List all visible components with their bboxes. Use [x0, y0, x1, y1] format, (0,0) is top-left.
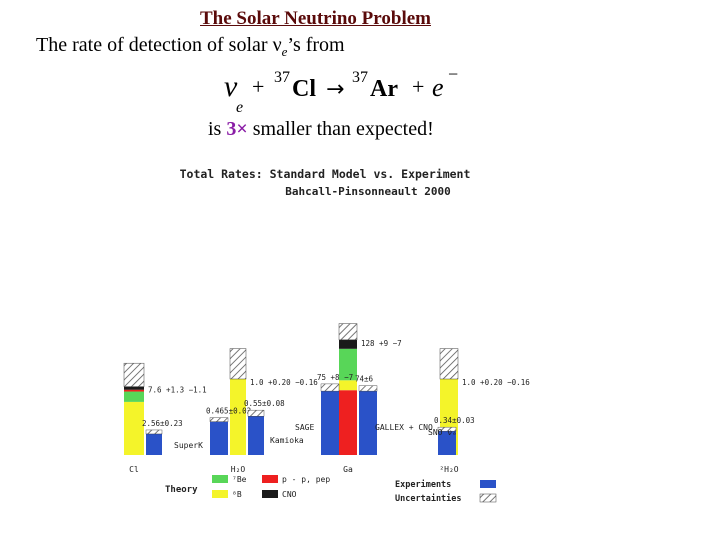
experiment-bar-1-uncertainty: [145, 429, 163, 435]
experiment-bar-5-value-label: 74±6: [355, 375, 374, 384]
experiment-bar-6-uncertainty: [437, 426, 457, 432]
experiment-bar-5-uncertainty: [358, 385, 378, 392]
legend-swatch-4: [262, 490, 278, 498]
theory-bar-1-segment-2: [124, 391, 144, 402]
intro-text: The rate of detection of solar νe’s from: [36, 34, 345, 60]
legend-swatch-2: [262, 475, 278, 483]
legend-swatch-3: [212, 490, 228, 498]
eq-arrow: →: [326, 77, 344, 102]
experiment-bar-2: [210, 419, 228, 455]
experiment-bar-4: [321, 387, 339, 455]
result-suffix: smaller than expected!: [247, 118, 434, 140]
experiment-bar-6-value-label: 0.34±0.03: [434, 416, 475, 425]
experiment-name-label-4: GALLEX + CNO: [375, 423, 433, 432]
theory-bar-1-uncertainty: [123, 362, 145, 387]
experiment-bar-5: [359, 388, 377, 455]
theory-bar-1-value-label: 7.6 +1.3 −1.1: [148, 386, 207, 395]
experiment-name-label-3: SAGE: [295, 423, 314, 432]
experiment-bar-4-uncertainty: [320, 383, 340, 392]
theory-bar-3-uncertainty: [338, 323, 358, 341]
theory-bar-1-segment-1: [124, 401, 144, 455]
theory-bar-4-value-label: 1.0 +0.20 −0.16: [462, 378, 530, 387]
theory-bar-1-segment-3: [124, 389, 144, 392]
reaction-equation: ν e + 37 Cl → 37 Ar + e −: [224, 70, 458, 114]
result-prefix: is: [208, 118, 227, 140]
eq-electron: e: [432, 73, 444, 102]
intro-nu-subscript: e: [281, 44, 288, 59]
eq-mass-2: 37: [352, 70, 368, 86]
intro-prefix: The rate of detection of solar: [36, 34, 273, 56]
legend-label-1: ⁷Be: [232, 475, 247, 484]
result-factor: 3×: [226, 118, 248, 140]
theory-bar-3-segment-1: [339, 390, 357, 455]
eq-plus-2: +: [412, 74, 424, 99]
category-label-2: H₂O: [231, 465, 246, 474]
experiment-bar-6: [438, 429, 456, 455]
category-label-3: Ga: [343, 465, 353, 474]
experiment-bar-3-value-label: 0.55±0.08: [244, 399, 285, 408]
legend-swatch-1: [212, 475, 228, 483]
eq-plus-1: +: [252, 74, 264, 99]
intro-suffix: ’s from: [287, 34, 345, 56]
chart-title: Total Rates: Standard Model vs. Experime…: [180, 167, 471, 181]
experiment-bar-3-uncertainty: [247, 409, 265, 417]
eq-nu-subscript: e: [236, 99, 243, 114]
category-label-1: Cl: [129, 465, 139, 474]
experiment-bar-3: [248, 413, 264, 455]
result-text: is 3× smaller than expected!: [208, 118, 434, 141]
experiment-name-label-2: Kamioka: [270, 436, 304, 445]
experiment-bar-2-uncertainty: [209, 417, 229, 422]
slide-title: The Solar Neutrino Problem: [200, 8, 431, 29]
eq-mass-1: 37: [274, 70, 290, 86]
theory-bar-3-segment-3: [339, 348, 357, 381]
rates-chart: Total Rates: Standard Model vs. Experime…: [123, 167, 530, 504]
experiment-bar-1: [146, 431, 162, 455]
legend-theory-title: Theory: [165, 485, 198, 495]
theory-bar-2-uncertainty: [229, 348, 247, 380]
legend-label-4: CNO: [282, 490, 297, 499]
experiment-name-label-5: SNO νₑ: [428, 428, 457, 437]
category-label-4: ²H₂O: [439, 465, 458, 474]
chart-subtitle: Bahcall-Pinsonneault 2000: [285, 185, 451, 198]
experiment-name-label-1: SuperK: [174, 441, 203, 450]
legend-label-3: ⁸B: [232, 490, 242, 499]
eq-element-2: Ar: [370, 76, 398, 102]
eq-electron-sup: −: [448, 70, 458, 84]
theory-bar-3-segment-4: [339, 339, 357, 349]
theory-bar-4-uncertainty: [439, 348, 459, 380]
legend-experiments-title: Experiments: [395, 479, 451, 490]
theory-bar-2-segment-1: [230, 379, 246, 455]
experiment-bar-1-value-label: 2.56±0.23: [142, 419, 183, 428]
legend-uncertainties-title: Uncertainties: [395, 493, 462, 504]
theory-bar-3-segment-2: [339, 380, 357, 391]
eq-nu: ν: [224, 70, 238, 103]
legend-uncertainty-swatch: [479, 493, 497, 503]
theory-bar-1-segment-4: [124, 386, 144, 390]
theory-bar-2-value-label: 1.0 +0.20 −0.16: [250, 378, 318, 387]
theory-bar-3-value-label: 128 +9 −7: [361, 339, 402, 348]
intro-nu: ν: [272, 34, 282, 56]
eq-element-1: Cl: [292, 76, 316, 102]
legend-experiment-swatch: [480, 480, 496, 488]
experiment-bar-2-value-label: 0.465±0.02: [206, 407, 251, 416]
experiment-bar-4-value-label: 75 +8 −7: [317, 373, 353, 382]
legend-label-2: p - p, pep: [282, 475, 330, 484]
